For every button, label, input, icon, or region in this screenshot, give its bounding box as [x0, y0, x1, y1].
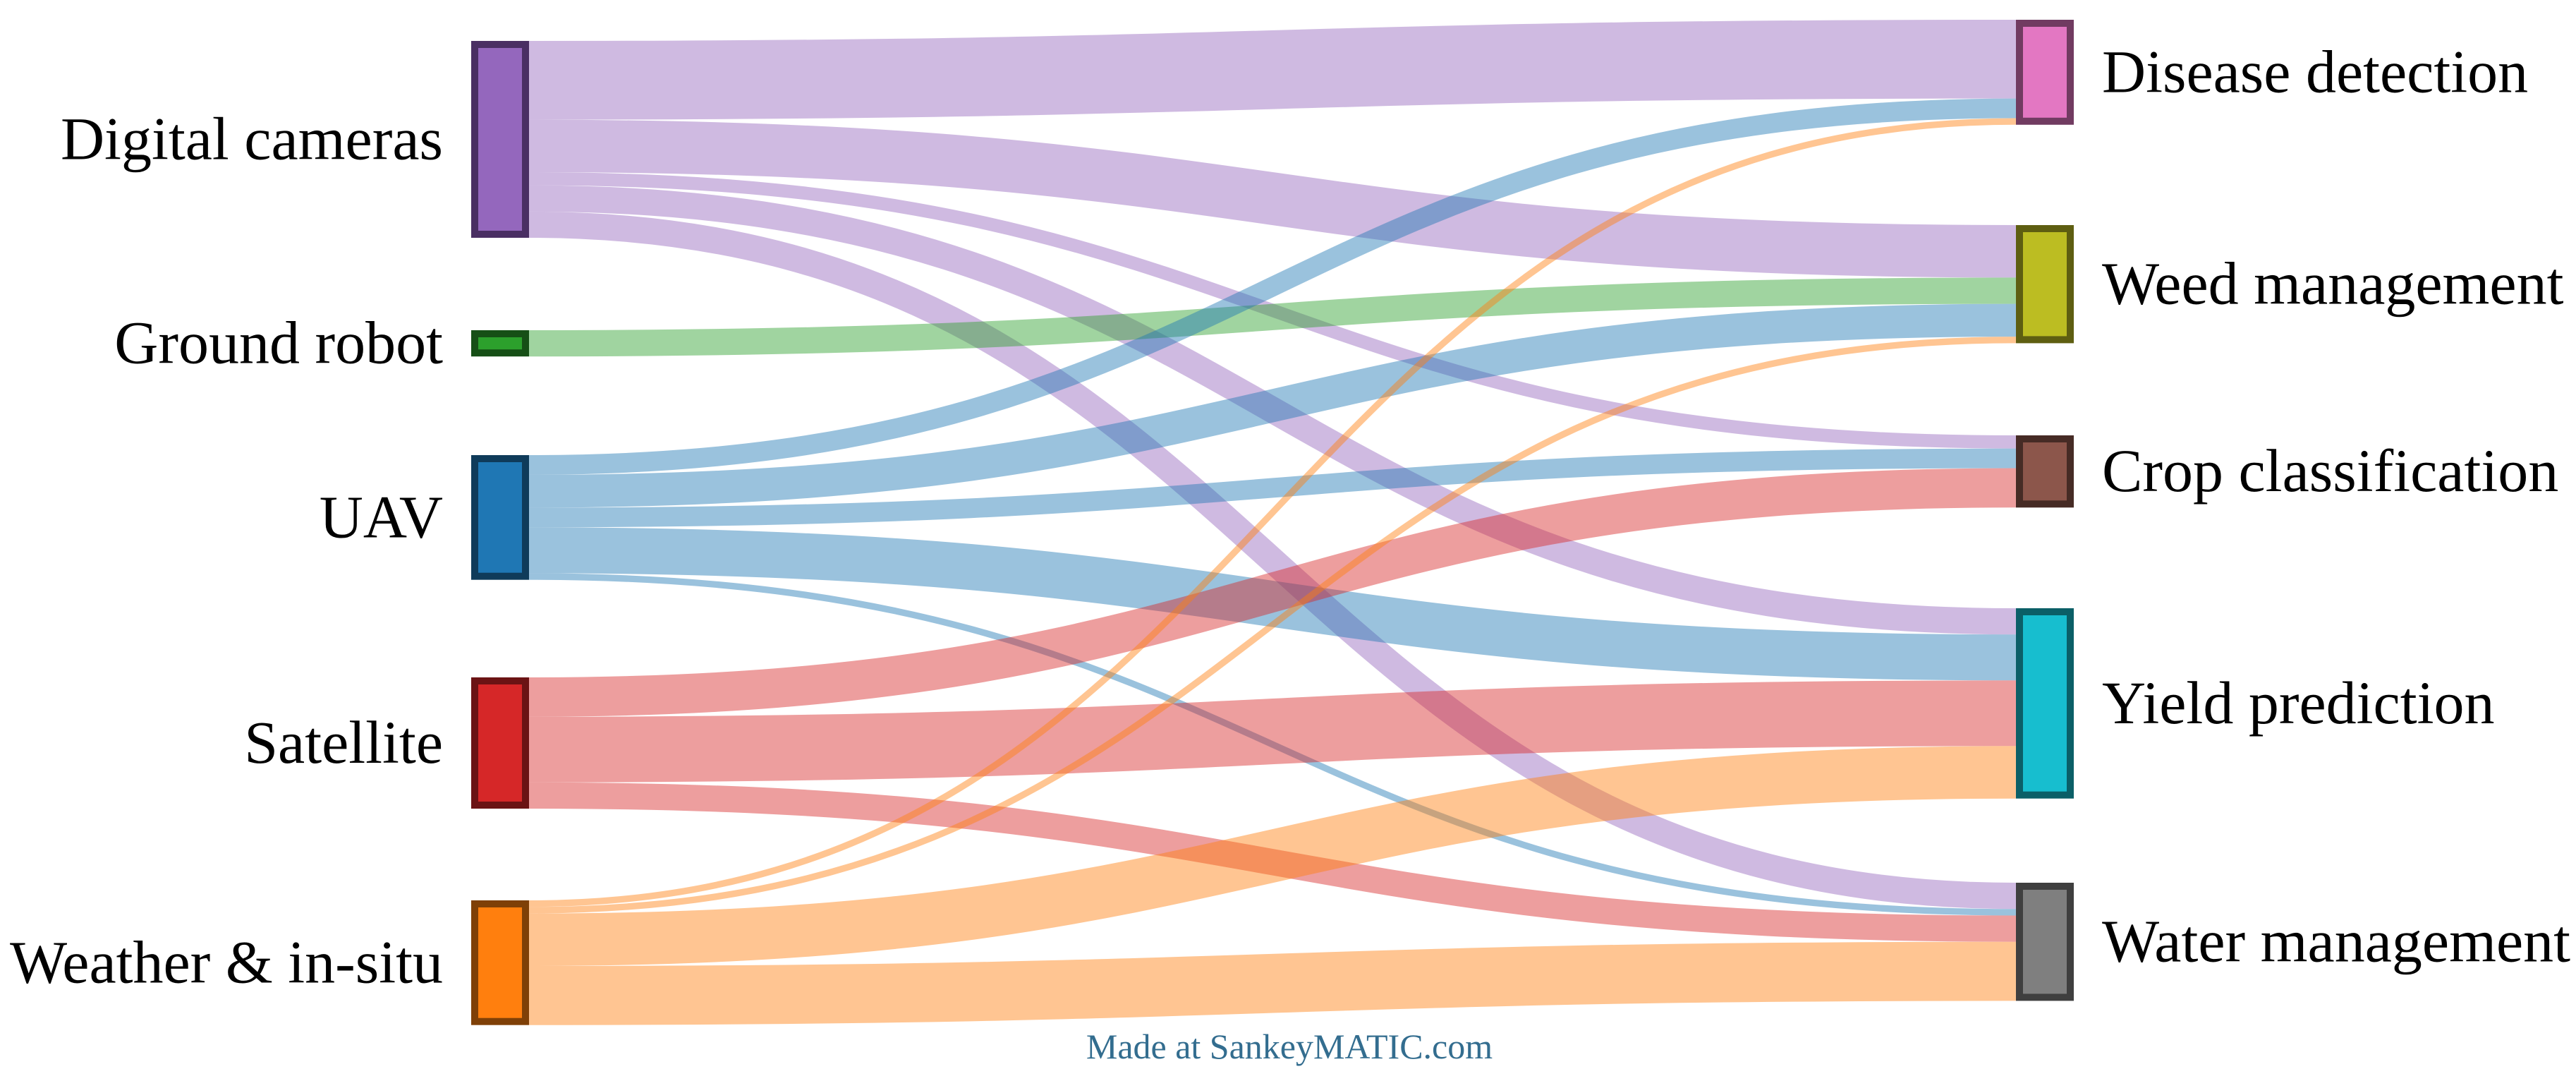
label-uav: UAV — [320, 483, 443, 550]
label-weed-management: Weed management — [2102, 250, 2564, 318]
flow-weather-in-situ-to-yield-prediction — [528, 746, 2017, 966]
flow-digital-cameras-to-weed-management — [528, 119, 2017, 278]
node-yield-prediction — [2016, 608, 2074, 799]
flow-uav-to-disease-detection — [528, 98, 2017, 475]
flow-ground-robot-to-weed-management — [528, 277, 2017, 357]
node-water-management — [2016, 883, 2074, 1001]
flow-digital-cameras-to-yield-prediction — [528, 185, 2017, 635]
label-weather-in-situ: Weather & in-situ — [10, 928, 443, 996]
flow-weather-in-situ-to-weed-management — [528, 337, 2017, 914]
node-ground-robot — [471, 330, 529, 357]
node-weather-in-situ — [471, 900, 529, 1025]
label-disease-detection: Disease detection — [2102, 37, 2528, 105]
flow-uav-to-yield-prediction — [528, 527, 2017, 681]
flow-satellite-to-yield-prediction — [528, 680, 2017, 783]
label-satellite: Satellite — [244, 708, 443, 776]
flow-uav-to-water-management — [528, 573, 2017, 916]
node-satellite — [471, 677, 529, 809]
flow-uav-to-crop-classification — [528, 448, 2017, 528]
label-water-management: Water management — [2102, 907, 2570, 975]
flow-weather-in-situ-to-water-management — [528, 941, 2017, 1025]
label-yield-prediction: Yield prediction — [2102, 669, 2494, 737]
label-crop-classification: Crop classification — [2102, 437, 2558, 505]
node-labels: Digital cameras Ground robot UAV Satellite W… — [10, 37, 2570, 996]
node-disease-detection — [2016, 20, 2074, 125]
flow-uav-to-weed-management — [528, 303, 2017, 508]
node-crop-classification — [2016, 435, 2074, 508]
flow-digital-cameras-to-disease-detection — [528, 20, 2017, 120]
flow-satellite-to-crop-classification — [528, 468, 2017, 717]
flow-satellite-to-water-management — [528, 782, 2017, 942]
sankeymatic-credit-link[interactable]: Made at SankeyMATIC.com — [1086, 1027, 1493, 1066]
node-uav — [471, 455, 529, 580]
label-digital-cameras: Digital cameras — [61, 105, 443, 173]
flow-weather-in-situ-to-disease-detection — [528, 118, 2017, 907]
node-digital-cameras — [471, 41, 529, 238]
nodes — [471, 20, 2074, 1025]
flow-digital-cameras-to-water-management — [528, 211, 2017, 910]
flow-links — [528, 20, 2017, 1025]
flow-digital-cameras-to-crop-classification — [528, 172, 2017, 449]
node-weed-management — [2016, 225, 2074, 344]
label-ground-robot: Ground robot — [114, 309, 443, 377]
footer-credit[interactable]: Made at SankeyMATIC.com — [1086, 1027, 1493, 1066]
